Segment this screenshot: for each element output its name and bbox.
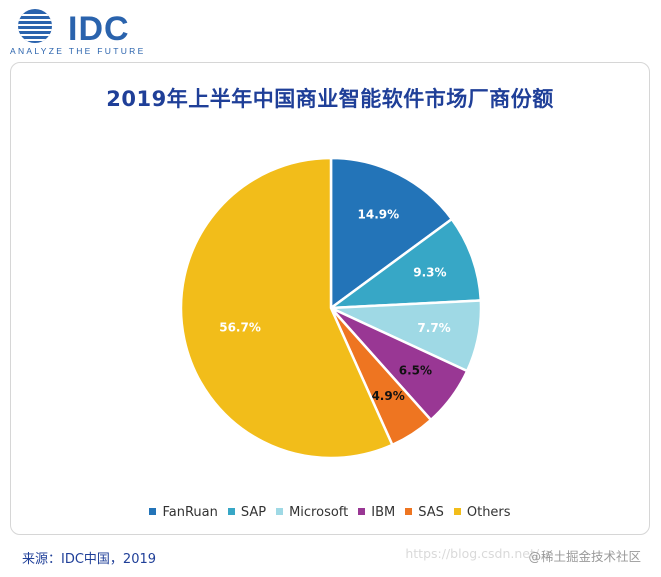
- data-label-fanruan: 14.9%: [358, 207, 400, 221]
- chart-legend: FanRuan SAP Microsoft IBM SAS Others: [11, 505, 649, 520]
- legend-item-sap: SAP: [227, 505, 267, 520]
- legend-swatch: [453, 508, 461, 515]
- chart-title: 2019年上半年中国商业智能软件市场厂商份额: [106, 87, 554, 111]
- idc-logo: IDC ANALYZE THE FUTURE: [8, 8, 168, 58]
- watermark-url: https://blog.csdn.net/...: [405, 546, 551, 561]
- logo-tagline: ANALYZE THE FUTURE: [10, 46, 146, 56]
- pie-chart: 14.9% 9.3% 7.7% 6.5% 4.9% 56.7%: [179, 156, 483, 460]
- legend-label: IBM: [371, 505, 396, 520]
- data-label-sas: 4.9%: [371, 389, 404, 403]
- globe-icon: [18, 9, 52, 43]
- data-label-ibm: 6.5%: [399, 364, 432, 378]
- watermark-credit: @稀土掘金技术社区: [528, 549, 641, 564]
- legend-item-sas: SAS: [405, 505, 444, 520]
- legend-item-fanruan: FanRuan: [149, 505, 218, 520]
- data-label-sap: 9.3%: [413, 266, 446, 280]
- legend-item-microsoft: Microsoft: [276, 505, 348, 520]
- legend-swatch: [149, 508, 157, 515]
- legend-label: Others: [466, 505, 511, 520]
- legend-swatch: [227, 508, 235, 515]
- logo-wordmark: IDC: [68, 10, 130, 48]
- legend-label: SAP: [240, 505, 267, 520]
- legend-label: SAS: [418, 505, 444, 520]
- legend-swatch: [276, 508, 284, 515]
- pie-slice-others: [179, 156, 394, 460]
- legend-swatch: [358, 508, 366, 515]
- legend-swatch: [405, 508, 413, 515]
- source-note: 来源：IDC中国，2019: [22, 552, 157, 567]
- data-label-microsoft: 7.7%: [417, 321, 450, 335]
- legend-label: FanRuan: [162, 505, 218, 520]
- data-label-others: 56.7%: [219, 320, 261, 334]
- chart-panel: 2019年上半年中国商业智能软件市场厂商份额 14.9% 9.3% 7.7% 6.5%…: [10, 62, 650, 535]
- legend-label: Microsoft: [289, 505, 349, 520]
- legend-item-ibm: IBM: [358, 505, 395, 520]
- legend-item-others: Others: [453, 505, 511, 520]
- pie-slice-fanruan: [329, 156, 454, 311]
- pie-slice-sap: [326, 217, 483, 310]
